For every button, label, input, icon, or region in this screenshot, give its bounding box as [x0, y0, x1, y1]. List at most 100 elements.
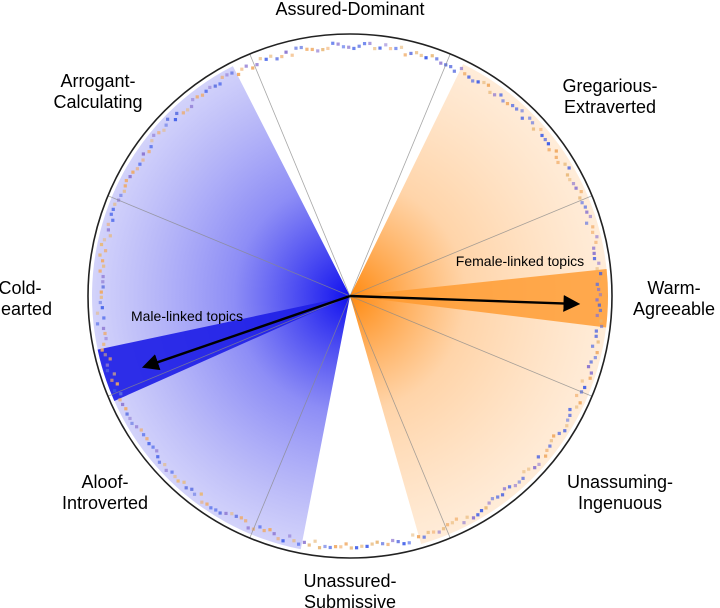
ring-topic-marker	[563, 429, 567, 433]
octant-label-assured-dominant: Assured-Dominant	[275, 0, 424, 19]
ring-topic-marker	[220, 75, 224, 79]
ring-topic-marker	[145, 437, 149, 441]
ring-topic-marker	[567, 166, 571, 170]
ring-topic-marker	[258, 525, 262, 529]
ring-topic-marker	[121, 402, 125, 407]
ring-topic-marker	[471, 516, 476, 520]
ring-topic-marker	[528, 116, 532, 120]
ring-topic-marker	[467, 75, 471, 79]
octant-divider	[349, 295, 451, 539]
ring-topic-marker	[163, 463, 167, 467]
ring-topic-marker	[378, 46, 382, 50]
ring-topic-marker	[135, 425, 139, 429]
octant-label-line: Gregarious-	[562, 76, 657, 96]
ring-topic-marker	[384, 43, 388, 47]
ring-topic-marker	[591, 230, 595, 234]
octant-label-line: Cold-	[0, 278, 42, 298]
ring-topic-marker	[585, 221, 589, 225]
ring-topic-marker	[586, 365, 591, 369]
ring-topic-marker	[102, 316, 106, 320]
ring-topic-marker	[445, 523, 450, 527]
ring-topic-marker	[290, 53, 294, 57]
ring-topic-marker	[563, 162, 567, 166]
ring-topic-marker	[218, 82, 222, 86]
octant-divider	[249, 53, 351, 297]
ring-topic-marker	[568, 413, 572, 417]
ring-topic-marker	[105, 363, 109, 367]
ring-topic-marker	[597, 277, 601, 281]
ring-topic-marker	[554, 155, 558, 159]
ring-topic-marker	[595, 235, 599, 239]
ring-topic-marker	[181, 111, 185, 115]
ring-topic-marker	[578, 196, 582, 200]
ring-topic-marker	[556, 160, 560, 165]
ring-topic-marker	[566, 418, 570, 422]
ring-topic-marker	[331, 41, 335, 45]
ring-topic-marker	[554, 149, 558, 153]
ring-topic-marker	[124, 178, 128, 183]
ring-topic-marker	[575, 405, 579, 409]
ring-topic-marker	[139, 428, 143, 432]
octant-divider	[349, 295, 593, 397]
ring-topic-marker	[99, 295, 103, 299]
ring-topic-marker	[100, 259, 105, 263]
ring-topic-marker	[362, 42, 367, 46]
ring-topic-marker	[595, 351, 599, 355]
ring-topic-marker	[164, 468, 168, 473]
ring-topic-marker	[100, 306, 104, 310]
ring-topic-marker	[424, 56, 428, 60]
ring-topic-marker	[156, 455, 160, 459]
ring-topic-marker	[588, 214, 592, 219]
ring-topic-marker	[365, 544, 369, 548]
ring-topic-marker	[124, 407, 128, 411]
ring-topic-marker	[530, 121, 535, 125]
female-mean-arrow	[349, 294, 581, 312]
ring-topic-marker	[258, 57, 262, 61]
ring-topic-marker	[592, 246, 596, 250]
ring-topic-marker	[118, 398, 122, 402]
ring-topic-marker	[484, 506, 488, 510]
ring-topic-marker	[416, 535, 421, 539]
ring-topic-marker	[98, 253, 102, 257]
ring-topic-marker	[565, 173, 570, 177]
ring-topic-marker	[131, 170, 135, 174]
ring-topic-marker	[208, 85, 212, 90]
ring-topic-marker	[122, 189, 126, 193]
ring-topic-marker	[103, 353, 107, 357]
ring-topic-marker	[280, 54, 284, 59]
ring-topic-marker	[568, 407, 572, 412]
octant-label-line: Calculating	[53, 92, 142, 112]
ring-topic-marker	[205, 502, 209, 506]
ring-topic-marker	[190, 487, 194, 491]
ring-topic-marker	[119, 193, 123, 198]
ring-topic-marker	[305, 47, 309, 51]
ring-topic-marker	[173, 474, 177, 479]
ring-topic-marker	[95, 311, 100, 315]
ring-topic-marker	[565, 424, 569, 428]
female-peak-sector	[350, 269, 609, 328]
ring-topic-marker	[209, 506, 213, 510]
ring-topic-marker	[430, 54, 434, 58]
ring-topic-marker	[281, 539, 285, 543]
mean-vector-arrows	[141, 294, 581, 371]
octant-label-line: Submissive	[304, 592, 396, 608]
ring-topic-marker	[135, 167, 139, 171]
ring-topic-marker	[520, 116, 524, 120]
ring-topic-marker	[594, 329, 598, 333]
ring-topic-marker	[513, 483, 517, 488]
ring-topic-marker	[230, 71, 234, 75]
ring-topic-marker	[123, 184, 127, 188]
ring-topic-marker	[302, 540, 306, 544]
ring-topic-marker	[381, 542, 385, 546]
ring-topic-marker	[354, 546, 359, 550]
ring-topic-marker	[264, 57, 268, 61]
octant-label-arrogant-calculating: Arrogant-Calculating	[53, 71, 142, 112]
ring-topic-marker	[166, 117, 170, 121]
ring-topic-marker	[583, 205, 587, 209]
ring-topic-marker	[99, 242, 104, 247]
ring-topic-marker	[268, 528, 272, 532]
ring-topic-marker	[347, 45, 351, 49]
ring-topic-marker	[501, 99, 505, 103]
ring-topic-marker	[579, 190, 583, 194]
